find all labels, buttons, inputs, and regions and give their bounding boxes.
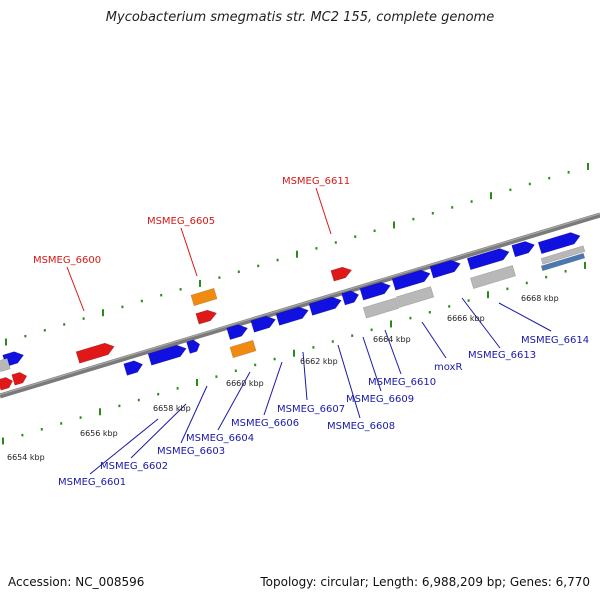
label-leader-line bbox=[302, 351, 308, 401]
forward-gene-label: MSMEG_6602 bbox=[100, 461, 168, 472]
genome-title: Mycobacterium smegmatis str. MC2 155, co… bbox=[105, 10, 495, 25]
forward-gene bbox=[147, 344, 187, 366]
forward-gene bbox=[537, 232, 581, 255]
forward-gene-label: MSMEG_6606 bbox=[231, 418, 299, 429]
label-leader-line bbox=[89, 418, 159, 475]
forward-gene bbox=[308, 296, 342, 316]
forward-gene-label: MSMEG_6609 bbox=[346, 394, 414, 405]
label-leader-line bbox=[66, 266, 85, 312]
scale-label: 6654 kbp bbox=[7, 453, 45, 462]
forward-gene-label: MSMEG_6613 bbox=[468, 350, 536, 361]
accession-text: Accession: NC_008596 bbox=[8, 575, 145, 589]
scale-label: 6668 kbp bbox=[521, 294, 559, 303]
label-leader-line bbox=[337, 344, 361, 419]
forward-gene bbox=[275, 306, 309, 326]
steel-feature bbox=[540, 252, 586, 272]
label-leader-line bbox=[180, 227, 198, 277]
gene-labels: MSMEG_6600 MSMEG_6605 MSMEG_6611 MSMEG_6601… bbox=[7, 176, 589, 488]
label-leader-line bbox=[362, 336, 382, 392]
reverse-gene-label: MSMEG_6611 bbox=[282, 176, 350, 187]
label-leaders bbox=[66, 187, 552, 475]
gray-feature bbox=[395, 286, 435, 308]
label-leader-line bbox=[180, 385, 208, 444]
forward-gene-label: MSMEG_6610 bbox=[368, 377, 436, 388]
forward-gene bbox=[250, 315, 276, 333]
reverse-gene bbox=[11, 372, 28, 386]
scale-label: 6660 kbp bbox=[226, 379, 264, 388]
forward-gene-label: MSMEG_6603 bbox=[157, 446, 225, 457]
label-leader-line bbox=[384, 329, 402, 375]
forward-gene-label: moxR bbox=[434, 362, 462, 373]
label-leader-line bbox=[130, 403, 187, 459]
forward-gene-label: MSMEG_6601 bbox=[58, 477, 126, 488]
genome-backbone bbox=[0, 212, 600, 399]
scale-label: 6658 kbp bbox=[153, 404, 191, 413]
reverse-gene-label: MSMEG_6605 bbox=[147, 216, 215, 227]
label-leader-line bbox=[263, 361, 283, 416]
forward-gene-label: MSMEG_6604 bbox=[186, 433, 254, 444]
backbone-highlight bbox=[0, 213, 600, 396]
forward-gene-label: MSMEG_6614 bbox=[521, 335, 589, 346]
label-leader-line bbox=[315, 187, 332, 235]
forward-gene-label: MSMEG_6607 bbox=[277, 404, 345, 415]
forward-gene bbox=[226, 324, 249, 341]
position-ticks bbox=[2, 162, 589, 445]
forward-gene bbox=[359, 281, 391, 301]
gray-feature bbox=[540, 245, 586, 265]
scale-label: 6664 kbp bbox=[373, 335, 411, 344]
scale-label: 6666 kbp bbox=[447, 314, 485, 323]
forward-gene bbox=[123, 360, 144, 376]
label-leader-line bbox=[498, 302, 552, 332]
gray-feature bbox=[469, 265, 517, 289]
reverse-gene bbox=[0, 377, 14, 391]
orange-gene bbox=[190, 287, 218, 307]
forward-gene bbox=[466, 248, 510, 271]
reverse-gene bbox=[330, 266, 353, 282]
scale-label: 6662 kbp bbox=[300, 357, 338, 366]
reverse-gene bbox=[75, 342, 115, 364]
backbone-line bbox=[0, 212, 600, 399]
forward-gene bbox=[341, 290, 360, 306]
reverse-gene bbox=[195, 309, 218, 325]
forward-gene bbox=[429, 259, 461, 279]
gray-feature bbox=[362, 297, 400, 319]
label-leader-line bbox=[461, 297, 501, 349]
forward-gene bbox=[511, 241, 536, 258]
label-leader-line bbox=[217, 371, 251, 431]
label-leader-line bbox=[421, 321, 447, 359]
orange-gene bbox=[229, 339, 257, 359]
gene-features bbox=[0, 232, 586, 391]
topology-text: Topology: circular; Length: 6,988,209 bp… bbox=[260, 575, 590, 589]
forward-gene bbox=[186, 339, 201, 354]
reverse-gene-label: MSMEG_6600 bbox=[33, 255, 101, 266]
gray-feature bbox=[0, 357, 11, 373]
scale-label: 6656 kbp bbox=[80, 429, 118, 438]
forward-gene-label: MSMEG_6608 bbox=[327, 421, 395, 432]
forward-gene bbox=[391, 269, 431, 291]
